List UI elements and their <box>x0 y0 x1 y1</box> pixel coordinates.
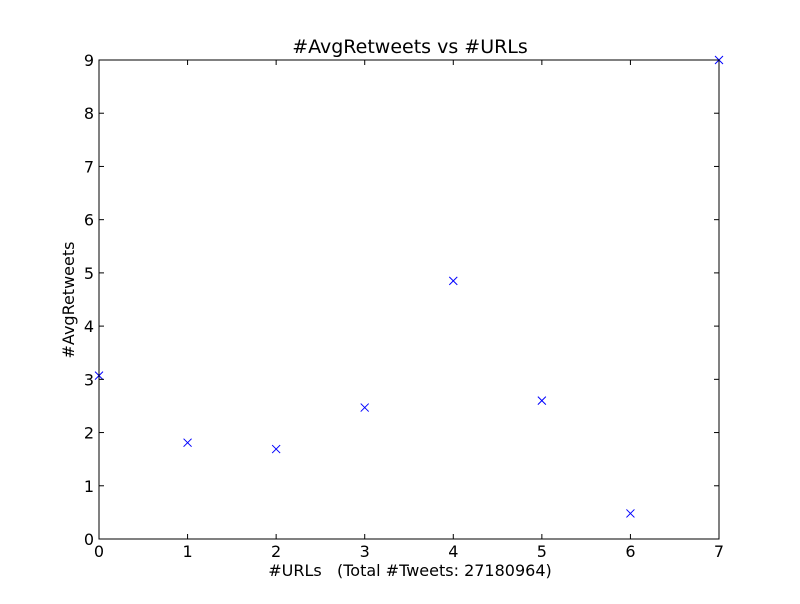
data-point <box>537 396 547 405</box>
axis-ticks: 0 1 2 3 4 5 6 7 0 1 2 3 4 5 6 7 8 9 <box>84 51 724 561</box>
y-tick-label: 6 <box>84 211 94 230</box>
data-point <box>626 509 635 518</box>
y-tick-label: 8 <box>84 104 94 123</box>
x-tick-label: 6 <box>625 542 635 561</box>
x-tick-label: 7 <box>714 542 724 561</box>
x-tick-label: 2 <box>271 542 281 561</box>
data-point <box>360 403 370 412</box>
y-axis-title: #AvgRetweets <box>59 242 78 359</box>
x-axis-title: #URLs (Total #Tweets: 27180964) <box>268 561 552 580</box>
data-points <box>94 55 724 518</box>
y-tick-label: 2 <box>84 424 94 443</box>
y-tick-label: 0 <box>84 530 94 549</box>
x-tick-label: 0 <box>94 542 104 561</box>
plot-frame <box>98 59 720 540</box>
x-tick-label: 1 <box>182 542 192 561</box>
data-point <box>271 444 281 454</box>
y-tick-label: 7 <box>84 157 94 176</box>
x-tick-label: 3 <box>360 542 370 561</box>
chart-title: #AvgRetweets vs #URLs <box>292 36 528 58</box>
x-tick-label: 4 <box>448 542 458 561</box>
data-point <box>448 276 458 286</box>
y-tick-label: 9 <box>84 51 94 70</box>
y-tick-label: 1 <box>84 477 94 496</box>
data-point <box>183 438 192 448</box>
x-tick-label: 5 <box>537 542 547 561</box>
y-tick-label: 5 <box>84 264 94 283</box>
y-tick-label: 3 <box>84 370 94 389</box>
y-tick-label: 4 <box>84 317 94 336</box>
